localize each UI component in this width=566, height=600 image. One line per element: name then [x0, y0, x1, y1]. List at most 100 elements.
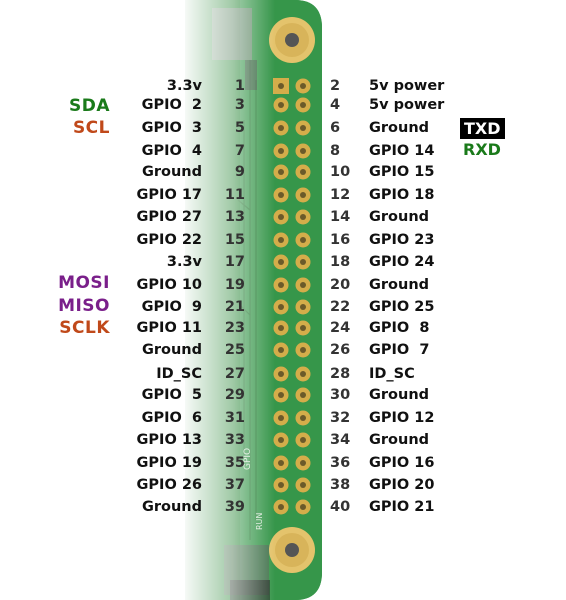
pin-1-number: 1 [234, 78, 245, 94]
pin-20-pad [295, 277, 311, 293]
pin-7-name: GPIO 4 [141, 143, 202, 159]
pin-3-name: GPIO 2 [141, 97, 202, 113]
pin-14-number: 14 [330, 209, 351, 225]
mounting-hole-bottom [269, 527, 315, 573]
pin-33-pad [273, 432, 289, 448]
pin-18-number: 18 [330, 254, 351, 270]
pin-4-pad [295, 97, 311, 113]
pin-31-number: 31 [224, 410, 245, 426]
pin-1-name: 3.3v [166, 78, 202, 94]
pin-26-pad [295, 342, 311, 358]
pin-20-number: 20 [330, 277, 351, 293]
pin-9-pad [273, 164, 289, 180]
pin-29-number: 29 [224, 387, 245, 403]
pin-30-name: Ground [369, 387, 430, 403]
pin-28-name: ID_SC [369, 366, 415, 382]
pin-14-name: Ground [369, 209, 430, 225]
pin-36-number: 36 [330, 455, 351, 471]
pin-5-name: GPIO 3 [141, 120, 202, 136]
pin-22-number: 22 [330, 299, 351, 315]
pin-27-pad [273, 366, 289, 382]
pin-39-number: 39 [224, 499, 245, 515]
pin-13-pad [273, 209, 289, 225]
pin-22-name: GPIO 25 [369, 299, 435, 315]
pin-10-name: GPIO 15 [369, 164, 435, 180]
pin-38-pad [295, 477, 311, 493]
pin-2-number: 2 [330, 78, 341, 94]
pin-27-name: ID_SC [156, 366, 202, 382]
pin-22-pad [295, 299, 311, 315]
pin-35-pad [273, 455, 289, 471]
pin-34-number: 34 [330, 432, 351, 448]
pin-40-number: 40 [330, 499, 351, 515]
pin-20-name: Ground [369, 277, 430, 293]
pin-16-number: 16 [330, 232, 351, 248]
pin-39-pad [273, 499, 289, 515]
pin-31-pad [273, 410, 289, 426]
pin-8-name: GPIO 14 [369, 143, 435, 159]
pin-18-name: GPIO 24 [369, 254, 435, 270]
pin-6-pad [295, 120, 311, 136]
pin-21-name: GPIO 9 [141, 299, 202, 315]
pin-12-name: GPIO 18 [369, 187, 435, 203]
pin-29-pad [273, 387, 289, 403]
pin-33-name: GPIO 13 [136, 432, 202, 448]
pin-39-name: Ground [141, 499, 202, 515]
pin-11-pad [273, 187, 289, 203]
pin-37-name: GPIO 26 [136, 477, 202, 493]
pin-36-pad [295, 455, 311, 471]
pin-17-name: 3.3v [166, 254, 202, 270]
pin-12-pad [295, 187, 311, 203]
mounting-hole-top [269, 17, 315, 63]
pin-17-number: 17 [224, 254, 245, 270]
pin-16-name: GPIO 23 [369, 232, 435, 248]
pin-25-name: Ground [141, 342, 202, 358]
pin-32-name: GPIO 12 [369, 410, 435, 426]
pin-5-pad [273, 120, 289, 136]
pin-3-pad [273, 97, 289, 113]
pin-38-name: GPIO 20 [369, 477, 435, 493]
rxd-label: RXD [463, 140, 501, 159]
mosi-label: MOSI [58, 273, 110, 293]
pin-40-pad [295, 499, 311, 515]
gpio-header-pads [273, 78, 311, 515]
pin-10-number: 10 [330, 164, 351, 180]
txd-label: TXD [460, 118, 505, 139]
pin-24-pad [295, 320, 311, 336]
pin-30-number: 30 [330, 387, 351, 403]
pin-15-number: 15 [224, 232, 245, 248]
pin-14-pad [295, 209, 311, 225]
pin-9-number: 9 [234, 164, 245, 180]
pin-32-number: 32 [330, 410, 351, 426]
pin-34-pad [295, 432, 311, 448]
pin-30-pad [295, 387, 311, 403]
pin-31-name: GPIO 6 [141, 410, 202, 426]
pin-4-number: 4 [330, 97, 341, 113]
pin-23-pad [273, 320, 289, 336]
pin-28-number: 28 [330, 366, 351, 382]
pin-21-number: 21 [224, 299, 245, 315]
pin-13-number: 13 [224, 209, 245, 225]
pin-35-name: GPIO 19 [136, 455, 202, 471]
pin-16-pad [295, 232, 311, 248]
pin-40-name: GPIO 21 [369, 499, 435, 515]
pin-23-name: GPIO 11 [136, 320, 202, 336]
pin-36-name: GPIO 16 [369, 455, 435, 471]
pin-1-pad [273, 78, 289, 94]
pin-32-pad [295, 410, 311, 426]
pin-11-number: 11 [224, 187, 245, 203]
pin-27-number: 27 [224, 366, 245, 382]
pin-5-number: 5 [234, 120, 245, 136]
pin-25-number: 25 [224, 342, 245, 358]
pin-2-name: 5v power [369, 78, 445, 94]
pin-23-number: 23 [224, 320, 245, 336]
pin-34-name: Ground [369, 432, 430, 448]
pin-13-name: GPIO 27 [136, 209, 202, 225]
pin-2-pad [295, 78, 311, 94]
pin-29-name: GPIO 5 [141, 387, 202, 403]
pin-37-pad [273, 477, 289, 493]
pin-19-pad [273, 277, 289, 293]
pin-18-pad [295, 254, 311, 270]
pin-6-number: 6 [330, 120, 341, 136]
pin-11-name: GPIO 17 [136, 187, 202, 203]
